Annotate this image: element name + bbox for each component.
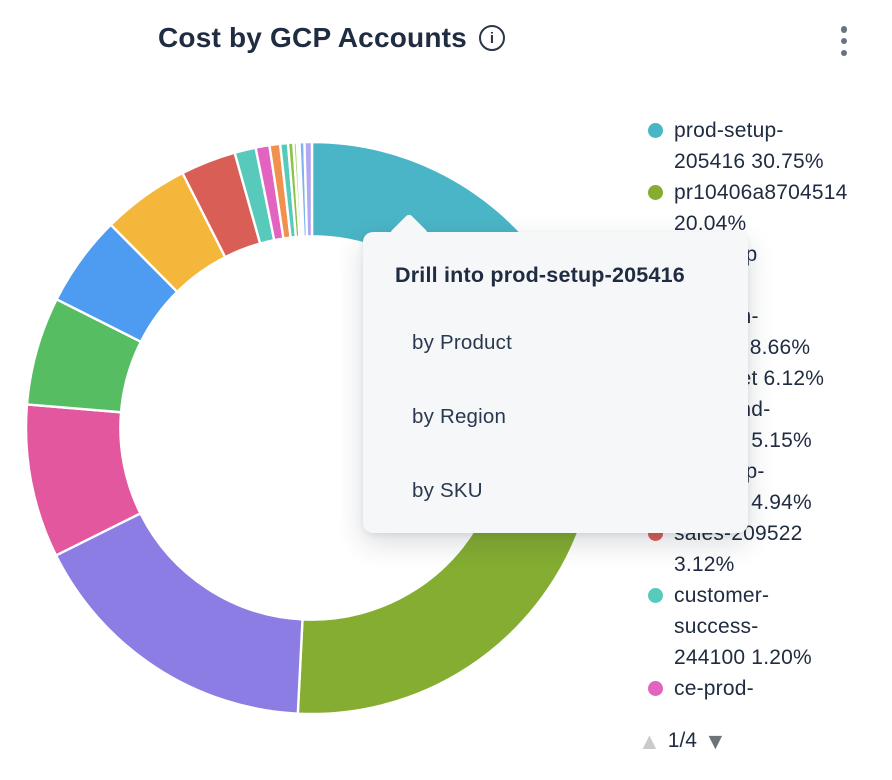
legend-label: ce-prod-274307 0.78% [674, 677, 812, 711]
legend-page-label: 1/4 [667, 729, 697, 752]
drilldown-popover: Drill into prod-setup-205416 by Product … [363, 232, 748, 533]
kebab-menu-icon[interactable] [836, 26, 852, 56]
legend-label: pr10406a8704514 20.04% [674, 181, 848, 235]
legend-item[interactable]: customer-success- 244100 1.20% [641, 580, 892, 673]
legend-dot [648, 681, 663, 696]
donut-slice-small[interactable] [303, 140, 314, 238]
legend-dot [648, 588, 663, 603]
drill-by-product-option[interactable]: by Product [412, 331, 512, 354]
legend-page-up-icon[interactable]: ▲ [638, 727, 661, 754]
legend-dot [648, 185, 663, 200]
drill-by-region-option[interactable]: by Region [412, 405, 507, 428]
drill-by-sku-option[interactable]: by SKU [412, 479, 483, 502]
legend-item[interactable]: ce-prod-274307 0.78% [641, 673, 892, 711]
kebab-dot [840, 49, 848, 56]
page-title: Cost by GCP Accounts [158, 22, 467, 53]
legend-pagination: ▲ 1/4 ▼ [638, 726, 727, 756]
legend-item[interactable]: pr10406a8704514 20.04% [641, 177, 892, 239]
info-icon[interactable]: i [478, 25, 505, 51]
kebab-dot [840, 37, 848, 45]
legend-dot [648, 123, 663, 138]
popover-title: Drill into prod-setup-205416 [395, 263, 685, 287]
donut-slice-qa-setup[interactable] [54, 512, 304, 715]
legend-item[interactable]: prod-setup- 205416 30.75% [641, 115, 892, 177]
widget-header: Cost by GCP Accounts i [158, 22, 505, 54]
legend-label: prod-setup- 205416 30.75% [674, 119, 824, 173]
legend-label: customer-success- 244100 1.20% [674, 584, 812, 669]
kebab-dot [840, 26, 848, 33]
legend-page-down-icon[interactable]: ▼ [703, 727, 727, 754]
donut-slice-pr10406a8704514[interactable] [296, 494, 581, 716]
